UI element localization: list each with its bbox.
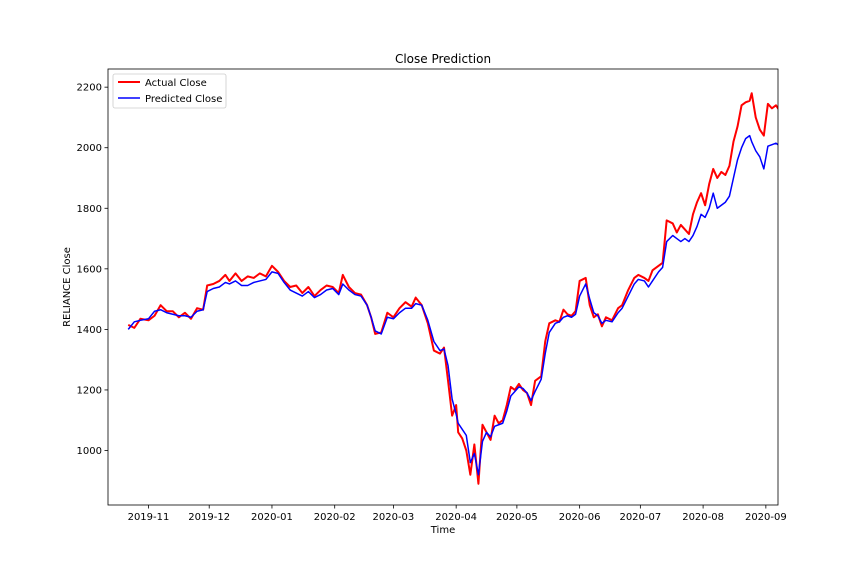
legend: Actual Close Predicted Close (112, 73, 227, 109)
x-tick-label: 2019-12 (188, 512, 230, 523)
x-tick-label: 2020-08 (682, 512, 724, 523)
x-axis: 2019-11 2019-12 2020-01 2020-02 2020-03 2020-… (128, 505, 787, 523)
legend-label-predicted-close: Predicted Close (145, 94, 222, 105)
x-tick-label: 2020-03 (373, 512, 415, 523)
series-line-actual-close (127, 92, 778, 485)
x-tick-label: 2020-05 (496, 512, 538, 523)
series-line-predicted-close (127, 134, 778, 476)
x-tick-label: 2019-11 (128, 512, 170, 523)
legend-label-actual-close: Actual Close (145, 78, 207, 89)
series-layer (127, 92, 778, 485)
y-axis-title: RELIANCE Close (62, 247, 73, 327)
y-tick-label: 2000 (77, 143, 102, 154)
x-tick-label: 2020-01 (251, 512, 293, 523)
y-tick-label: 1000 (77, 446, 102, 457)
y-tick-label: 1800 (77, 204, 102, 215)
y-axis: 1000 1200 1400 1600 1800 2000 2200 (77, 83, 108, 457)
legend-frame (112, 73, 227, 109)
x-tick-label: 2020-09 (745, 512, 787, 523)
plot-area (127, 92, 778, 485)
x-tick-label: 2020-04 (435, 512, 477, 523)
x-axis-title: Time (430, 525, 455, 536)
y-tick-label: 2200 (77, 83, 102, 94)
y-tick-label: 1400 (77, 325, 102, 336)
y-tick-label: 1600 (77, 264, 102, 275)
x-tick-label: 2020-06 (559, 512, 601, 523)
x-tick-label: 2020-07 (619, 512, 661, 523)
plot-frame (107, 68, 779, 506)
x-tick-label: 2020-02 (314, 512, 356, 523)
y-tick-label: 1200 (77, 385, 102, 396)
chart-title: Close Prediction (395, 52, 491, 66)
